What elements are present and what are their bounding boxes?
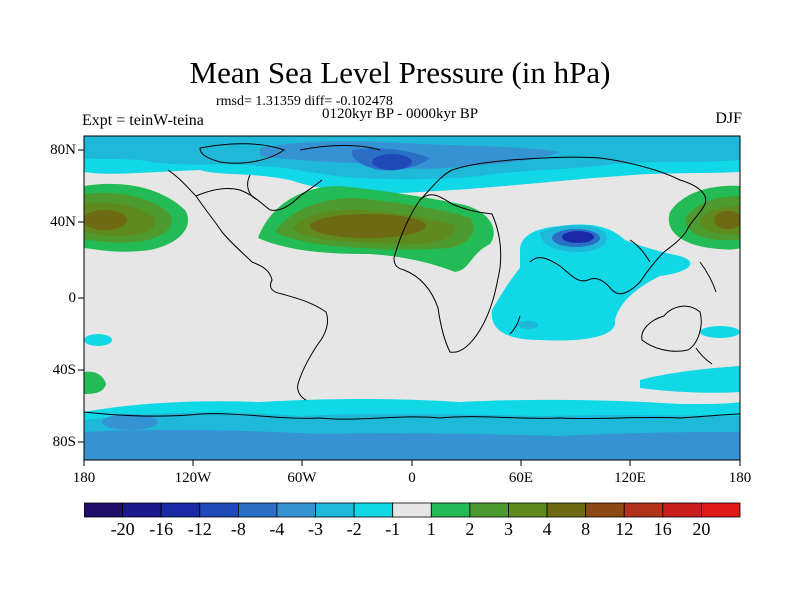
colorbar-tick-label: -1 xyxy=(385,519,401,539)
lat-label: 80N xyxy=(50,142,76,158)
lat-label: 40S xyxy=(52,362,76,378)
colorbar-tick-label: 2 xyxy=(465,519,475,539)
lon-label: 120W xyxy=(174,470,212,486)
plot-title: Mean Sea Level Pressure (in hPa) xyxy=(189,55,611,90)
colorbar-tick-label: -16 xyxy=(149,519,174,539)
colorbar-tick-label: -2 xyxy=(346,519,362,539)
colorbar-box xyxy=(353,502,394,518)
colorbar-box xyxy=(469,502,509,518)
colorbar-box xyxy=(430,502,471,518)
colorbar-tick-label: -12 xyxy=(187,519,212,539)
colorbar-tick-label: -4 xyxy=(269,519,285,539)
colorbar-box xyxy=(237,502,278,518)
lon-label: 60E xyxy=(508,470,534,486)
colorbar-tick-label: 20 xyxy=(692,519,711,539)
axis-ticks xyxy=(78,149,741,466)
colorbar-tick-label: -3 xyxy=(308,519,323,539)
colorbar-box xyxy=(84,502,123,518)
colorbar-box xyxy=(585,502,625,518)
colorbar-box xyxy=(546,502,587,518)
season-label: DJF xyxy=(715,110,742,127)
north-pacific-positive-anomaly xyxy=(84,183,189,252)
north-atlantic-positive-anomaly xyxy=(258,186,494,272)
colorbar-box xyxy=(662,502,702,518)
experiment-label: Expt = teinW-teina xyxy=(82,112,204,129)
colorbar-box xyxy=(276,502,316,518)
colorbar-tick-label: 4 xyxy=(542,519,552,539)
lat-label: 0 xyxy=(68,290,77,306)
lon-label: 60W xyxy=(287,470,317,486)
colorbar xyxy=(84,502,741,518)
colorbar-tick-label: 1 xyxy=(426,519,436,539)
southern-positive-anomaly xyxy=(84,371,106,394)
minor-negative-patches xyxy=(84,326,740,393)
lat-label: 40N xyxy=(50,214,76,230)
lat-label: 80S xyxy=(52,434,76,450)
indian-ocean-negative-anomaly xyxy=(491,224,691,341)
colorbar-box xyxy=(199,502,239,518)
lon-label: 0 xyxy=(408,470,416,486)
colorbar-box xyxy=(315,502,355,518)
colorbar-box xyxy=(122,502,162,518)
coastlines xyxy=(84,143,740,420)
southern-ocean-negative-anomaly xyxy=(84,399,740,460)
colorbar-tick-label: -8 xyxy=(230,519,246,539)
colorbar-box xyxy=(392,502,432,518)
period-subtitle: 0120kyr BP - 0000kyr BP xyxy=(322,106,479,122)
colorbar-box xyxy=(623,502,664,518)
lon-label: 120E xyxy=(614,470,646,486)
colorbar-box xyxy=(160,502,201,518)
stats-subtitle: rmsd= 1.31359 diff= -0.102478 xyxy=(216,94,393,109)
colorbar-tick-label: 3 xyxy=(504,519,513,539)
colorbar-tick-label: -20 xyxy=(110,519,135,539)
colorbar-box xyxy=(508,502,548,518)
colorbar-tick-label: 8 xyxy=(581,519,591,539)
lon-label: 180 xyxy=(72,470,96,486)
colorbar-tick-label: 12 xyxy=(615,519,634,539)
lon-label: 180 xyxy=(728,470,752,486)
arctic-negative-anomaly xyxy=(84,136,740,194)
colorbar-tick-label: 16 xyxy=(653,519,672,539)
colorbar-box xyxy=(701,502,741,518)
north-pacific-positive-anomaly-east xyxy=(668,185,740,250)
